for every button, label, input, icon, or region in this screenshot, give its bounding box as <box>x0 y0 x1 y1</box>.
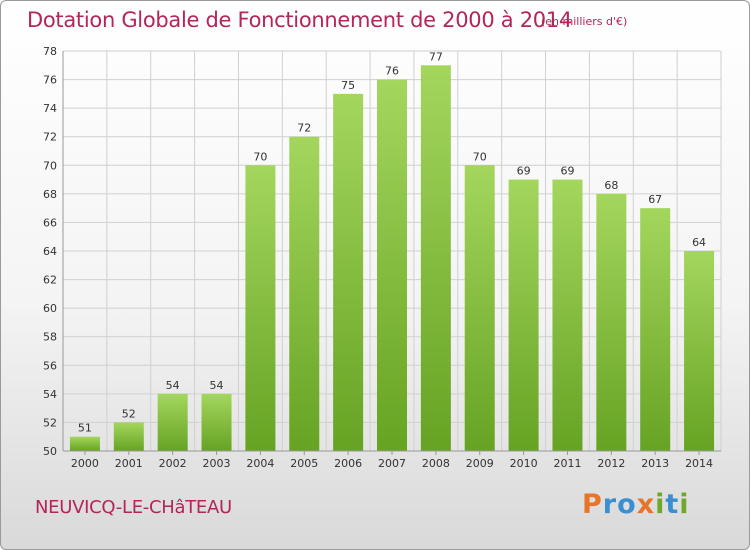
data-label: 64 <box>692 236 706 249</box>
bar <box>464 165 495 452</box>
data-label: 54 <box>166 379 180 392</box>
y-tick-label: 54 <box>43 388 57 401</box>
bar <box>508 179 539 452</box>
bar <box>201 393 232 451</box>
data-label: 68 <box>604 179 618 192</box>
logo-letter: t <box>665 489 680 520</box>
x-tick-label: 2001 <box>115 457 143 470</box>
x-tick-label: 2006 <box>334 457 362 470</box>
y-tick-label: 52 <box>43 416 57 429</box>
data-label: 69 <box>517 165 531 178</box>
data-label: 51 <box>78 422 92 435</box>
bar <box>245 165 276 452</box>
bar <box>596 193 627 451</box>
data-label: 77 <box>429 50 443 63</box>
x-tick-label: 2007 <box>378 457 406 470</box>
x-tick-label: 2011 <box>553 457 581 470</box>
data-label: 70 <box>473 150 487 163</box>
bar <box>289 136 320 451</box>
x-tick-label: 2009 <box>466 457 494 470</box>
y-tick-label: 70 <box>43 159 57 172</box>
bar <box>157 393 188 451</box>
y-tick-label: 78 <box>43 45 57 58</box>
data-label: 54 <box>210 379 224 392</box>
x-tick-label: 2000 <box>71 457 99 470</box>
commune-name: NEUVICQ-LE-CHâTEAU <box>35 497 232 518</box>
logo-letter: x <box>636 489 656 520</box>
x-tick-label: 2003 <box>203 457 231 470</box>
proxiti-logo: Proxiti <box>582 489 690 520</box>
data-label: 75 <box>341 79 355 92</box>
y-tick-label: 66 <box>43 216 57 229</box>
data-labels: 51 52 54 54 70 72 75 76 77 70 69 69 68 67 64 <box>78 50 706 434</box>
x-tick-label: 2005 <box>290 457 318 470</box>
y-tick-label: 76 <box>43 74 57 87</box>
x-tick-label: 2010 <box>510 457 538 470</box>
bar <box>640 208 671 451</box>
data-label: 72 <box>297 122 311 135</box>
x-tick-label: 2013 <box>641 457 669 470</box>
chart-unit: (en milliers d'€) <box>541 15 628 28</box>
logo-letter: i <box>679 489 690 520</box>
bar <box>69 436 100 451</box>
y-tick-label: 60 <box>43 302 57 315</box>
bar <box>684 251 715 451</box>
bar <box>113 422 144 451</box>
y-tick-label: 58 <box>43 331 57 344</box>
bar <box>420 65 451 452</box>
data-label: 69 <box>560 165 574 178</box>
logo-letter: o <box>617 489 637 520</box>
axes: 50 52 54 56 58 60 62 64 66 68 70 72 74 76 78 2000 2001 20… <box>43 45 721 470</box>
x-tick-label: 2004 <box>246 457 274 470</box>
bars <box>69 65 715 452</box>
data-label: 70 <box>253 150 267 163</box>
bar <box>333 93 364 451</box>
x-tick-label: 2002 <box>159 457 187 470</box>
y-tick-label: 56 <box>43 359 57 372</box>
chart-title: Dotation Globale de Fonctionnement de 20… <box>27 8 572 32</box>
x-tick-label: 2014 <box>685 457 713 470</box>
bar <box>377 79 407 452</box>
x-tick-label: 2008 <box>422 457 450 470</box>
logo-letter: r <box>602 489 618 520</box>
y-tick-label: 74 <box>43 102 57 115</box>
bar <box>552 179 583 452</box>
y-tick-label: 72 <box>43 131 57 144</box>
y-tick-label: 68 <box>43 188 57 201</box>
data-label: 67 <box>648 193 662 206</box>
y-tick-label: 62 <box>43 274 57 287</box>
logo-letter: i <box>655 489 666 520</box>
y-tick-label: 64 <box>43 245 57 258</box>
data-label: 76 <box>385 65 399 78</box>
data-label: 52 <box>122 407 136 420</box>
y-tick-label: 50 <box>43 445 57 458</box>
logo-letter: P <box>582 489 603 520</box>
x-tick-label: 2012 <box>597 457 625 470</box>
